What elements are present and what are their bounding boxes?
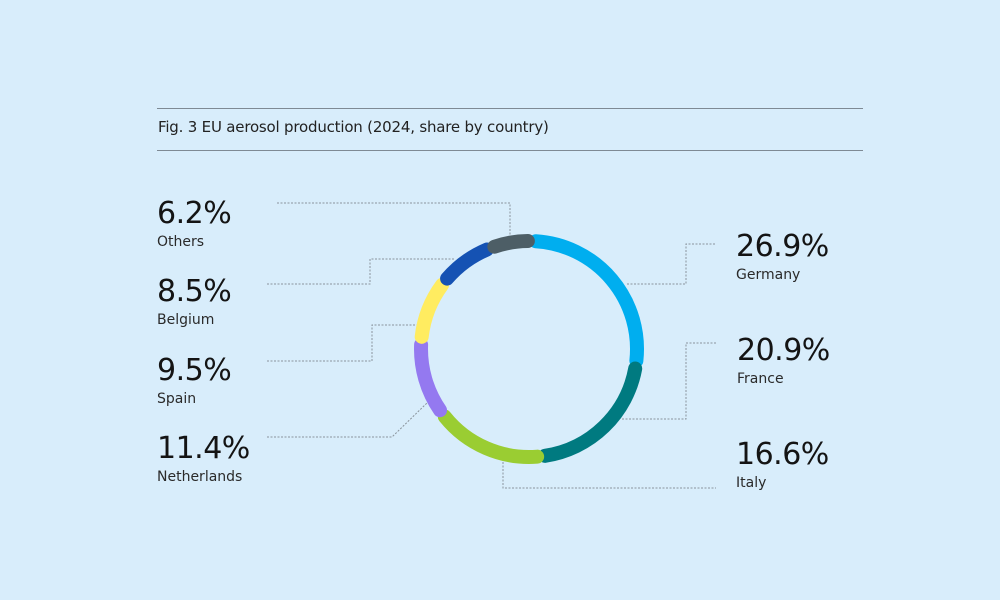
segment-netherlands (414, 337, 448, 418)
connector-netherlands (267, 401, 429, 438)
country-france: France (737, 371, 784, 387)
label-italy: 16.6% Italy (736, 438, 829, 492)
label-germany: 26.9% Germany (736, 230, 829, 284)
connector-others (277, 202, 511, 235)
value-germany: 26.9% (736, 229, 829, 264)
title-bottom-rule (157, 150, 863, 151)
segment-italy (437, 409, 545, 464)
country-spain: Spain (157, 391, 197, 407)
chart-title: Fig. 3 EU aerosol production (2024, shar… (158, 118, 549, 136)
connector-belgium (267, 258, 455, 285)
value-spain: 9.5% (157, 353, 232, 388)
country-netherlands: Netherlands (157, 469, 243, 485)
donut-ring (414, 234, 644, 464)
value-others: 6.2% (157, 196, 232, 231)
segment-spain (414, 277, 450, 344)
connector-france (622, 342, 716, 420)
value-italy: 16.6% (736, 437, 829, 472)
connector-germany (627, 243, 716, 285)
value-france: 20.9% (737, 333, 830, 368)
country-germany: Germany (736, 267, 801, 283)
country-others: Others (157, 234, 205, 250)
value-netherlands: 11.4% (157, 431, 250, 466)
segment-germany (528, 234, 644, 368)
segment-france (538, 361, 643, 463)
value-belgium: 8.5% (157, 274, 232, 309)
label-spain: 9.5% Spain (157, 353, 232, 408)
connector-italy (502, 462, 716, 489)
label-others: 6.2% Others (157, 196, 232, 251)
title-top-rule (157, 108, 863, 109)
label-netherlands: 11.4% Netherlands (157, 432, 250, 486)
label-france: 20.9% France (737, 334, 830, 388)
country-belgium: Belgium (157, 312, 215, 328)
segment-others (487, 234, 535, 254)
connector-spain (267, 324, 418, 362)
country-italy: Italy (736, 475, 767, 491)
segment-belgium (440, 242, 494, 286)
label-belgium: 8.5% Belgium (157, 274, 232, 329)
